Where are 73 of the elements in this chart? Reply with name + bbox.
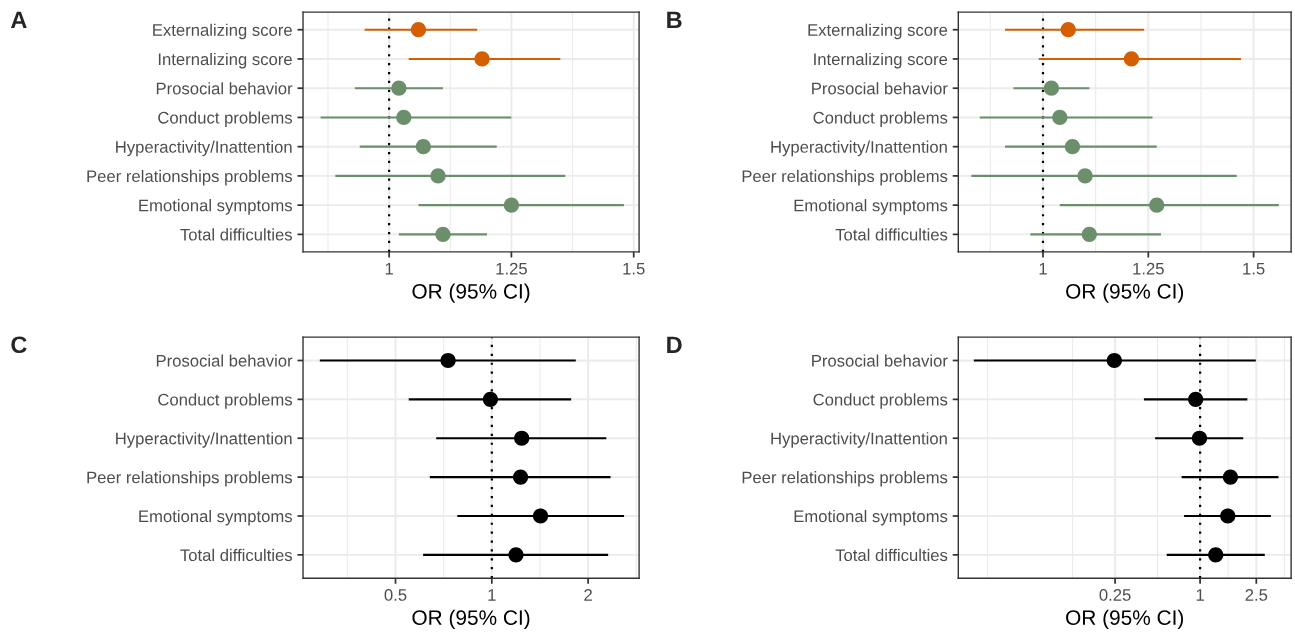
x-tick-label: 2 [584,589,592,601]
text: B [667,11,682,28]
point [396,109,412,126]
point [435,226,451,242]
y-tick-label: Prosocial behavior [156,354,293,367]
y-tick-label: Conduct problems [813,393,948,409]
point [514,430,530,446]
y-tick-label: Externalizing score [808,23,948,40]
point [508,547,524,563]
y-tick-label: Peer relationships problems [87,471,293,487]
point [410,22,427,38]
y-tick-label: Peer relationships problems [742,169,948,186]
x-tick-label: 2.5 [1245,589,1268,601]
y-tick-label: Prosocial behavior [812,354,948,367]
point [1191,430,1208,446]
y-tick-label: Prosocial behavior [812,82,948,95]
y-tick-label: Hyperactivity/Inattention [116,432,292,448]
point [1060,22,1076,38]
x-axis-title: OR (95% CI) [412,283,530,303]
x-tick-label: 1.5 [623,262,645,275]
point [1043,80,1060,96]
y-tick-label: Total difficulties [835,548,948,562]
point [1220,508,1236,524]
y-tick-label: Conduct problems [813,111,948,127]
text: A [10,11,27,28]
text: C [11,336,27,354]
y-tick-label: Internalizing score [814,52,948,69]
y-tick-label: Emotional symptoms [794,199,948,215]
point [474,51,490,67]
x-tick-label: 1.25 [496,262,527,275]
y-tick-label: Conduct problems [158,111,293,127]
y-tick-label: Emotional symptoms [139,509,293,526]
x-tick-label: 0.25 [1099,589,1131,601]
point [1149,197,1165,213]
point [1077,168,1093,184]
x-tick-label: 1 [385,262,393,275]
point [1064,139,1081,155]
point [1081,226,1097,242]
x-axis-title: OR (95% CI) [1066,609,1184,630]
x-tick-label: 1.25 [1133,262,1164,275]
x-tick-label: 1 [1196,589,1204,601]
y-tick-label: Total difficulties [835,228,948,241]
point [1208,547,1224,563]
point [503,197,520,213]
y-tick-label: Emotional symptoms [139,199,293,215]
y-tick-label: Total difficulties [180,548,293,562]
y-tick-label: Externalizing score [153,23,292,40]
y-tick-label: Hyperactivity/Inattention [116,140,292,157]
y-tick-label: Total difficulties [180,228,293,241]
y-tick-label: Internalizing score [158,52,292,69]
point [440,352,456,369]
x-axis-title: OR (95% CI) [1066,283,1184,303]
point [391,80,407,96]
point [1188,391,1204,407]
y-tick-label: Prosocial behavior [156,82,293,95]
x-tick-label: 1 [488,589,496,601]
x-tick-label: 1.5 [1243,262,1265,275]
y-tick-label: Hyperactivity/Inattention [771,140,947,157]
y-tick-label: Conduct problems [158,393,293,409]
text: D [667,336,682,353]
y-tick-label: Emotional symptoms [794,509,948,526]
x-tick-label: 0.5 [384,589,407,601]
point [1222,469,1239,485]
x-tick-label: 1 [1039,262,1047,275]
y-tick-label: Peer relationships problems [87,169,293,186]
point [1123,51,1140,67]
y-tick-label: Peer relationships problems [742,471,948,487]
point [415,139,431,155]
x-axis-title: OR (95% CI) [412,609,530,630]
point [430,168,446,184]
point [1052,109,1068,126]
y-tick-label: Hyperactivity/Inattention [771,432,947,448]
point [512,469,529,485]
